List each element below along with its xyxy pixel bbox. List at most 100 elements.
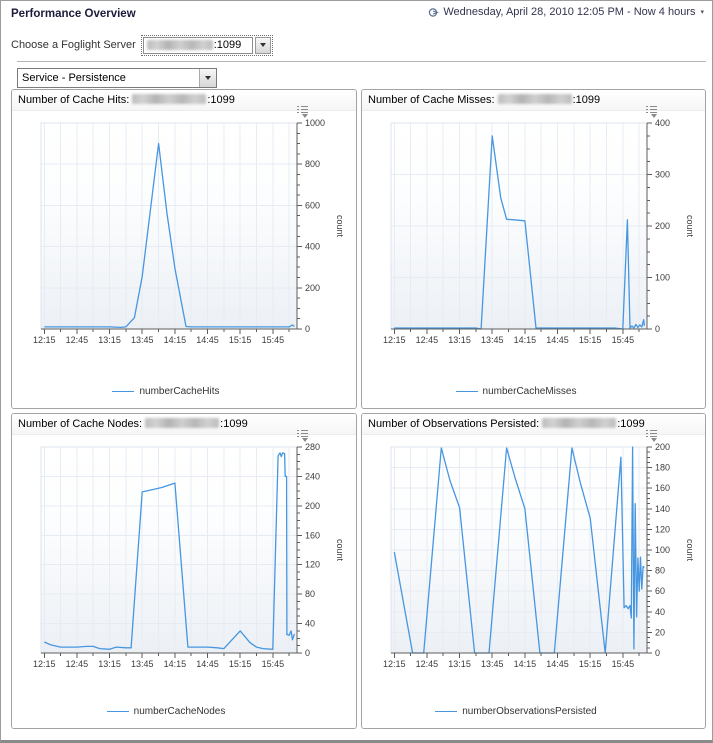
server-combobox-arrow-icon[interactable] bbox=[254, 36, 271, 54]
svg-text:12:15: 12:15 bbox=[33, 335, 56, 345]
legend-cache-hits: numberCacheHits bbox=[12, 386, 320, 397]
legend-line-swatch bbox=[106, 711, 129, 712]
divider bbox=[17, 61, 706, 62]
svg-text:120: 120 bbox=[305, 560, 320, 570]
svg-text:0: 0 bbox=[305, 648, 310, 658]
numberCacheNodes-series-line bbox=[44, 452, 296, 650]
service-combobox[interactable]: Service - Persistence bbox=[17, 68, 217, 88]
svg-text:13:45: 13:45 bbox=[481, 659, 504, 669]
chart-title-port: :1099 bbox=[617, 418, 645, 430]
chart-options-icon[interactable] bbox=[645, 104, 658, 118]
svg-text:600: 600 bbox=[305, 200, 320, 210]
svg-text:count: count bbox=[335, 215, 345, 238]
svg-text:14:45: 14:45 bbox=[546, 335, 569, 345]
redacted-server-name bbox=[145, 418, 220, 428]
numberCacheMisses-series-line bbox=[394, 135, 646, 330]
chart-title-observations-persisted: Number of Observations Persisted: :1099 bbox=[362, 414, 705, 435]
svg-text:100: 100 bbox=[655, 273, 670, 283]
server-picker-label: Choose a Foglight Server bbox=[11, 39, 136, 51]
service-picker-row: Service - Persistence bbox=[17, 68, 217, 88]
legend-label: numberCacheMisses bbox=[482, 386, 577, 397]
svg-text:14:45: 14:45 bbox=[196, 659, 219, 669]
service-combobox-value: Service - Persistence bbox=[22, 72, 126, 84]
svg-text:80: 80 bbox=[655, 566, 665, 576]
time-range-clock-icon bbox=[428, 7, 440, 18]
cache-misses-chart: 12:15 12:45 13:15 13:45 14:15 14:45 15:15 15:45… bbox=[383, 118, 695, 345]
chart-title-text: Number of Cache Nodes: bbox=[18, 418, 146, 430]
arrow-down-icon bbox=[205, 76, 211, 80]
topbar: Performance Overview Wednesday, April 28… bbox=[1, 1, 712, 27]
svg-text:12:45: 12:45 bbox=[416, 659, 439, 669]
caret-down-icon bbox=[651, 114, 657, 118]
chart-title-cache-nodes: Number of Cache Nodes: :1099 bbox=[12, 414, 356, 435]
timerange-selector[interactable]: Wednesday, April 28, 2010 12:05 PM - Now… bbox=[428, 6, 704, 18]
svg-text:12:15: 12:15 bbox=[33, 659, 56, 669]
chart-title-port: :1099 bbox=[572, 94, 601, 106]
arrow-down-icon bbox=[259, 43, 266, 47]
svg-text:160: 160 bbox=[655, 483, 670, 493]
svg-text:12:15: 12:15 bbox=[383, 335, 406, 345]
svg-text:0: 0 bbox=[655, 324, 660, 334]
chart-options-icon[interactable] bbox=[296, 104, 309, 118]
svg-text:13:45: 13:45 bbox=[131, 335, 154, 345]
chart-panel-cache-misses: Number of Cache Misses: :1099 12:15 12:45 1… bbox=[361, 89, 706, 409]
chart-area-cache-misses: 12:15 12:45 13:15 13:45 14:15 14:45 15:15 15:45… bbox=[362, 106, 705, 351]
svg-text:14:45: 14:45 bbox=[546, 659, 569, 669]
server-picker-row: Choose a Foglight Server :1099 bbox=[11, 34, 273, 56]
chart-title-text: Number of Cache Hits: bbox=[18, 94, 133, 106]
svg-text:200: 200 bbox=[305, 501, 320, 511]
svg-text:0: 0 bbox=[305, 324, 310, 334]
legend-line-swatch bbox=[435, 711, 458, 712]
caret-down-icon bbox=[651, 438, 657, 442]
chart-panel-observations-persisted: Number of Observations Persisted: :1099 1… bbox=[361, 413, 706, 729]
chart-title-cache-misses: Number of Cache Misses: :1099 bbox=[362, 90, 705, 111]
svg-text:80: 80 bbox=[305, 589, 315, 599]
legend-label: numberCacheNodes bbox=[133, 706, 226, 717]
server-combobox[interactable]: :1099 bbox=[140, 34, 273, 56]
svg-text:200: 200 bbox=[655, 442, 670, 452]
svg-text:160: 160 bbox=[305, 530, 320, 540]
service-combobox-arrow-icon[interactable] bbox=[199, 69, 216, 87]
cache-nodes-chart: 12:15 12:45 13:15 13:45 14:15 14:45 15:15 15:45… bbox=[33, 442, 345, 669]
svg-text:40: 40 bbox=[305, 619, 315, 629]
chart-area-cache-nodes: 12:15 12:45 13:15 13:45 14:15 14:45 15:15 15:45… bbox=[12, 430, 356, 675]
legend-label: numberObservationsPersisted bbox=[462, 706, 597, 717]
chart-title-cache-hits: Number of Cache Hits: :1099 bbox=[12, 90, 356, 111]
legend-observations-persisted: numberObservationsPersisted bbox=[362, 706, 670, 717]
svg-text:15:15: 15:15 bbox=[579, 335, 602, 345]
list-lines-icon bbox=[645, 106, 658, 113]
redacted-server-name bbox=[497, 94, 572, 104]
svg-text:15:45: 15:45 bbox=[612, 659, 635, 669]
svg-text:15:45: 15:45 bbox=[262, 659, 285, 669]
svg-text:14:45: 14:45 bbox=[196, 335, 219, 345]
svg-text:400: 400 bbox=[305, 242, 320, 252]
caret-down-icon bbox=[302, 438, 308, 442]
svg-text:400: 400 bbox=[655, 118, 670, 128]
svg-text:140: 140 bbox=[655, 504, 670, 514]
svg-text:800: 800 bbox=[305, 159, 320, 169]
legend-line-swatch bbox=[112, 391, 135, 392]
svg-text:15:15: 15:15 bbox=[229, 335, 252, 345]
chart-panel-cache-nodes: Number of Cache Nodes: :1099 12:15 12:45 13… bbox=[11, 413, 357, 729]
svg-text:13:45: 13:45 bbox=[481, 335, 504, 345]
svg-text:120: 120 bbox=[655, 524, 670, 534]
server-combobox-field[interactable]: :1099 bbox=[142, 36, 253, 54]
server-port-text: :1099 bbox=[213, 39, 242, 51]
list-lines-icon bbox=[296, 106, 309, 113]
chart-options-icon[interactable] bbox=[645, 428, 658, 442]
chart-title-text: Number of Cache Misses: bbox=[368, 94, 498, 106]
chart-options-icon[interactable] bbox=[296, 428, 309, 442]
svg-text:60: 60 bbox=[655, 586, 665, 596]
observations-persisted-chart: 12:15 12:45 13:15 13:45 14:15 14:45 15:15 15:45… bbox=[383, 442, 695, 669]
legend-cache-nodes: numberCacheNodes bbox=[12, 706, 320, 717]
svg-text:15:15: 15:15 bbox=[579, 659, 602, 669]
svg-text:280: 280 bbox=[305, 442, 320, 452]
svg-text:14:15: 14:15 bbox=[514, 659, 537, 669]
caret-down-icon bbox=[302, 114, 308, 118]
svg-text:0: 0 bbox=[655, 648, 660, 658]
svg-text:13:15: 13:15 bbox=[98, 335, 121, 345]
svg-text:14:15: 14:15 bbox=[514, 335, 537, 345]
legend-cache-misses: numberCacheMisses bbox=[362, 386, 670, 397]
svg-text:13:15: 13:15 bbox=[448, 335, 471, 345]
timerange-label: Wednesday, April 28, 2010 12:05 PM - Now… bbox=[443, 6, 696, 18]
